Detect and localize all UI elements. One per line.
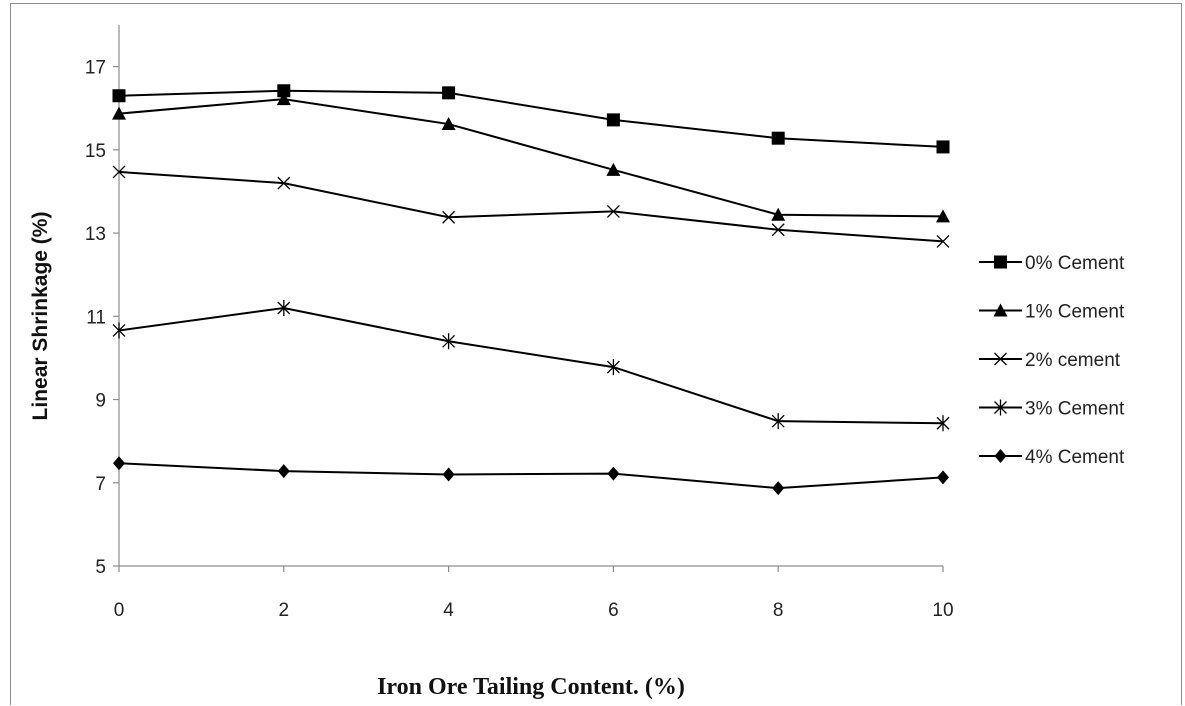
y-tick-label: 9	[95, 391, 106, 412]
y-axis-title: Linear Shrinkage (%)	[29, 212, 52, 421]
series-line	[118, 462, 944, 490]
data-point	[936, 209, 950, 223]
x-tick-label: 2	[279, 600, 290, 621]
data-point	[441, 117, 456, 131]
y-tick-label: 11	[86, 307, 106, 328]
data-point	[442, 86, 456, 100]
data-point	[936, 415, 950, 432]
series-4	[113, 456, 949, 496]
data-point	[606, 359, 620, 376]
series-2	[112, 165, 950, 248]
data-point	[277, 299, 291, 316]
data-point	[442, 467, 455, 482]
data-point	[606, 113, 620, 127]
data-point	[771, 207, 786, 221]
legend-entry: 4% Cement	[979, 447, 1125, 468]
axes: 5 7 9 11 13 15 17 0 2 4 6 8 10	[85, 25, 954, 621]
legend-marker	[994, 449, 1007, 463]
data-point	[772, 481, 785, 496]
series-layer	[112, 84, 950, 496]
series-line	[118, 170, 944, 243]
data-point	[112, 165, 126, 179]
x-tick-label: 4	[443, 600, 454, 621]
legend-entry: 1% Cement	[979, 302, 1125, 323]
series-1	[112, 92, 950, 223]
x-tick-label: 0	[114, 600, 125, 621]
x-tick-label: 10	[932, 600, 953, 621]
data-point	[936, 234, 950, 248]
data-point	[277, 84, 291, 98]
series-0	[112, 84, 950, 154]
data-point	[771, 223, 785, 237]
data-point	[277, 176, 291, 190]
x-tick-label: 8	[773, 600, 784, 621]
series-line	[118, 89, 944, 148]
legend-label: 2% cement	[1025, 350, 1121, 371]
legend-entry: 3% Cement	[979, 399, 1125, 420]
y-tick-label: 7	[95, 474, 106, 495]
legend-label: 3% Cement	[1025, 399, 1125, 420]
data-point	[606, 204, 620, 218]
legend-marker	[994, 399, 1007, 416]
data-point	[442, 210, 456, 224]
series-3	[112, 299, 950, 432]
data-point	[112, 322, 126, 339]
legend-marker	[994, 352, 1007, 366]
legend-label: 1% Cement	[1025, 302, 1125, 323]
y-tick-label: 13	[85, 224, 106, 245]
legend-label: 0% Cement	[1025, 253, 1125, 274]
legend-marker	[994, 255, 1007, 269]
series-line	[118, 306, 944, 425]
y-tick-label: 5	[95, 557, 106, 578]
data-point	[771, 413, 785, 430]
data-point	[937, 470, 949, 485]
data-point	[277, 464, 290, 479]
y-tick-label: 17	[85, 58, 106, 79]
data-point	[607, 466, 620, 481]
data-point	[442, 333, 456, 350]
x-tick-label: 6	[608, 600, 619, 621]
data-point	[936, 140, 950, 154]
legend-entry: 2% cement	[979, 350, 1121, 371]
data-point	[276, 92, 291, 106]
legend-label: 4% Cement	[1025, 447, 1125, 468]
y-tick-label: 15	[85, 141, 106, 162]
data-point	[771, 131, 785, 145]
x-axis-title: Iron Ore Tailing Content. (%)	[377, 674, 685, 700]
data-point	[606, 162, 621, 176]
legend-entry: 0% Cement	[979, 253, 1125, 274]
chart-frame	[10, 3, 1182, 705]
legend: 0% Cement 1% Cement 2% cement 3% Cement 4% C…	[979, 253, 1125, 468]
legend-marker	[993, 303, 1008, 317]
data-point	[113, 456, 125, 471]
data-point	[112, 89, 126, 103]
series-line	[118, 98, 944, 218]
data-point	[112, 106, 126, 120]
